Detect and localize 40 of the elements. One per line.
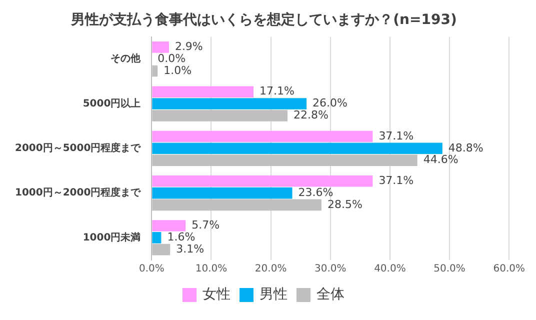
bar (152, 142, 442, 154)
y-tick-label: 2000円～5000円程度まで (14, 142, 142, 154)
data-label: 22.8% (293, 108, 328, 122)
data-label: 37.1% (378, 174, 414, 187)
bar (152, 42, 169, 53)
x-tick-label: 40.0% (374, 264, 406, 275)
y-tick-label: 1000円未満 (82, 231, 141, 244)
bar (152, 187, 292, 199)
y-tick-label: 5000円以上 (82, 97, 141, 110)
x-tick-label: 60.0% (493, 264, 526, 275)
legend-label: 女性 (202, 286, 230, 303)
data-label: 1.0% (164, 64, 192, 77)
data-label: 0.0% (158, 52, 186, 65)
bar (152, 130, 373, 142)
data-label: 17.1% (260, 84, 294, 98)
y-tick-label: 1000円～2000円程度まで (14, 186, 142, 199)
data-label: 44.6% (423, 153, 458, 166)
data-label: 28.5% (327, 198, 362, 211)
data-label: 37.1% (378, 129, 414, 142)
x-tick-label: 20.0% (254, 264, 287, 275)
bar (152, 86, 254, 98)
x-tick-label: 10.0% (195, 264, 228, 275)
bar (152, 175, 373, 187)
data-label: 1.6% (167, 230, 196, 244)
x-tick-label: 30.0% (314, 264, 346, 275)
legend-label: 男性 (260, 286, 288, 303)
data-label: 48.8% (448, 141, 484, 154)
data-label: 26.0% (312, 96, 348, 110)
chart-title: 男性が支払う食事代はいくらを想定していますか？(n=193) (70, 11, 457, 28)
x-tick-label: 50.0% (434, 264, 466, 275)
bar (152, 232, 162, 244)
data-label: 23.6% (298, 186, 334, 199)
legend-label: 全体 (316, 286, 344, 303)
bar (152, 220, 186, 232)
data-label: 3.1% (176, 242, 204, 256)
data-label: 2.9% (174, 40, 203, 54)
y-tick-label: その他 (110, 52, 142, 65)
bar (152, 98, 307, 110)
data-label: 5.7% (192, 218, 220, 232)
x-tick-label: 0.0% (138, 264, 164, 275)
